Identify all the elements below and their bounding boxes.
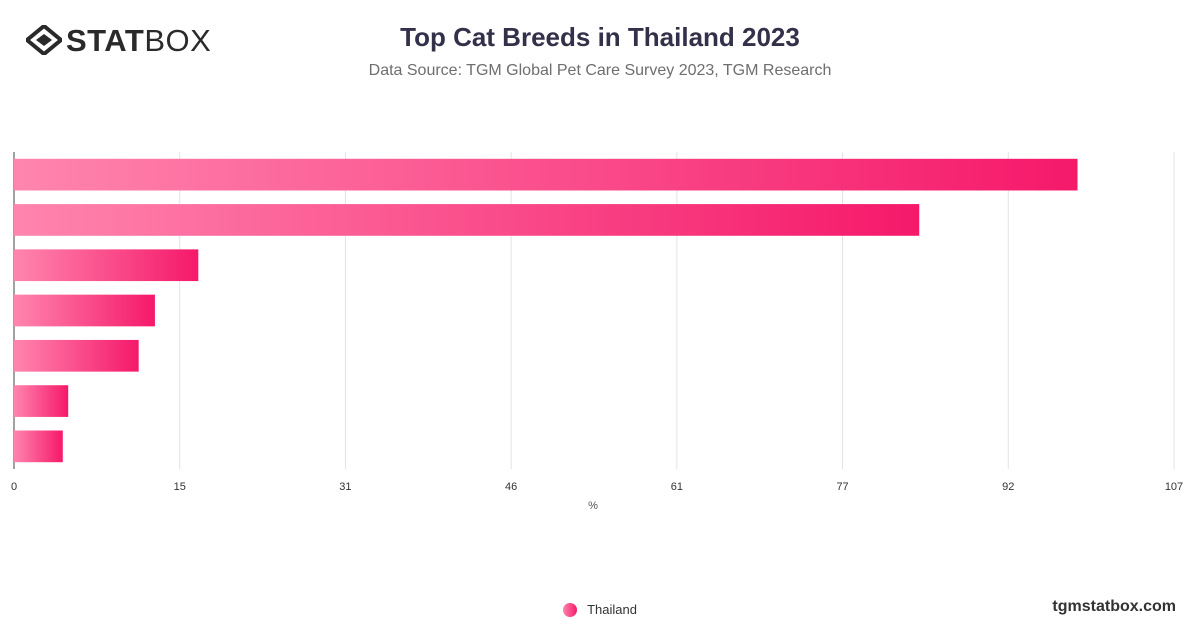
bar-3[interactable] <box>14 249 199 282</box>
logo-text-bold: STAT <box>66 22 145 58</box>
website-footer: tgmstatbox.com <box>1052 598 1176 615</box>
x-tick-label: 61 <box>671 481 683 493</box>
x-tick-label: 77 <box>836 481 848 493</box>
diamond-logo-icon <box>26 25 62 55</box>
x-tick-label: 107 <box>1165 481 1183 493</box>
statbox-logo: STATBOX <box>26 22 211 58</box>
x-tick-label: 0 <box>11 481 17 493</box>
bar-7[interactable] <box>14 430 63 463</box>
bar-6[interactable] <box>14 385 69 417</box>
x-tick-label: 46 <box>505 481 517 493</box>
x-axis-title: % <box>588 500 598 512</box>
bar-4[interactable] <box>14 294 155 327</box>
logo-text-thin: BOX <box>144 22 212 58</box>
legend-label-thailand: Thailand <box>587 602 637 617</box>
bar-5[interactable] <box>14 339 139 372</box>
chart-title: Top Cat Breeds in Thailand 2023 <box>400 22 800 52</box>
logo-text: STATBOX <box>66 25 211 56</box>
x-tick-label: 31 <box>339 481 351 493</box>
chart-subtitle: Data Source: TGM Global Pet Care Survey … <box>368 62 832 79</box>
bar-2[interactable] <box>14 204 920 236</box>
legend-marker <box>563 602 578 617</box>
legend: Thailand <box>0 602 1200 617</box>
bar-1[interactable] <box>14 158 1078 191</box>
x-tick-label: 92 <box>1002 481 1014 493</box>
x-tick-label: 15 <box>174 481 186 493</box>
